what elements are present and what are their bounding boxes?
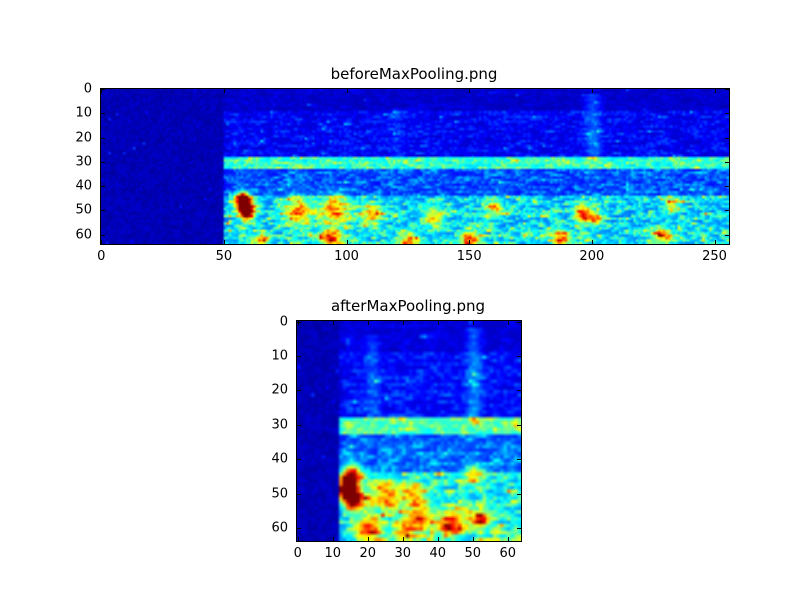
chart-after-title: afterMaxPooling.png (330, 297, 486, 315)
x-tick-label: 100 (334, 249, 359, 264)
y-tick-mark (725, 210, 729, 212)
x-tick-mark (346, 89, 348, 93)
y-tick-mark (725, 137, 729, 139)
x-tick-label: 30 (394, 546, 412, 561)
y-tick-label: 0 (83, 81, 92, 97)
x-tick-mark (469, 240, 471, 244)
y-tick-mark (517, 321, 521, 323)
y-tick-mark (725, 234, 729, 236)
y-tick-mark (517, 356, 521, 358)
y-tick-mark (297, 321, 301, 323)
x-tick-mark (332, 537, 334, 541)
y-tick-label: 50 (75, 202, 92, 218)
x-tick-label: 20 (359, 546, 377, 561)
x-tick-mark (402, 321, 404, 325)
x-tick-mark (472, 321, 474, 325)
x-tick-label: 10 (324, 546, 342, 561)
y-tick-label: 0 (279, 314, 288, 330)
x-tick-mark (437, 537, 439, 541)
y-tick-mark (297, 356, 301, 358)
y-tick-mark (297, 390, 301, 392)
x-tick-mark (507, 537, 509, 541)
chart-before-axes (100, 88, 730, 245)
x-tick-mark (591, 240, 593, 244)
y-tick-mark (297, 527, 301, 529)
x-tick-mark (591, 89, 593, 93)
x-tick-mark (101, 240, 103, 244)
heatmap-canvas-after (297, 321, 521, 541)
x-tick-label: 50 (215, 249, 233, 264)
heatmap-canvas-before (101, 89, 729, 244)
y-tick-mark (101, 210, 105, 212)
y-tick-mark (101, 161, 105, 163)
y-tick-mark (517, 459, 521, 461)
y-tick-mark (101, 137, 105, 139)
y-tick-label: 40 (271, 451, 288, 467)
x-tick-label: 200 (579, 249, 605, 264)
y-tick-label: 20 (271, 382, 288, 398)
x-tick-mark (367, 537, 369, 541)
y-tick-mark (725, 113, 729, 115)
x-tick-label: 40 (429, 546, 447, 561)
y-tick-mark (725, 186, 729, 188)
y-tick-label: 50 (271, 486, 288, 502)
x-tick-label: 60 (499, 546, 517, 561)
y-tick-label: 10 (271, 348, 288, 364)
y-tick-label: 30 (271, 417, 288, 433)
y-tick-mark (517, 424, 521, 426)
x-tick-mark (101, 89, 103, 93)
x-tick-label: 250 (702, 249, 727, 264)
y-tick-mark (725, 89, 729, 91)
y-tick-mark (101, 234, 105, 236)
x-tick-label: 0 (97, 249, 106, 264)
chart-before-title: beforeMaxPooling.png (330, 65, 498, 83)
x-tick-mark (346, 240, 348, 244)
x-tick-mark (367, 321, 369, 325)
y-tick-label: 10 (75, 105, 92, 121)
x-tick-mark (223, 240, 225, 244)
y-tick-mark (517, 390, 521, 392)
y-tick-mark (297, 493, 301, 495)
x-tick-mark (437, 321, 439, 325)
y-tick-label: 40 (75, 178, 92, 194)
x-tick-mark (297, 537, 299, 541)
x-tick-mark (507, 321, 509, 325)
x-tick-mark (714, 240, 716, 244)
x-tick-mark (332, 321, 334, 325)
x-tick-label: 50 (464, 546, 482, 561)
y-tick-label: 60 (271, 520, 288, 536)
y-tick-mark (101, 186, 105, 188)
y-tick-mark (297, 424, 301, 426)
x-tick-mark (714, 89, 716, 93)
x-tick-mark (297, 321, 299, 325)
y-tick-mark (517, 527, 521, 529)
y-tick-mark (725, 161, 729, 163)
chart-after-axes (296, 320, 522, 542)
x-tick-mark (402, 537, 404, 541)
y-tick-mark (517, 493, 521, 495)
x-tick-label: 150 (456, 249, 482, 264)
y-tick-mark (101, 89, 105, 91)
y-tick-mark (101, 113, 105, 115)
x-tick-label: 0 (293, 546, 302, 561)
y-tick-label: 60 (75, 227, 92, 243)
y-tick-label: 30 (75, 154, 92, 170)
x-tick-mark (469, 89, 471, 93)
x-tick-mark (472, 537, 474, 541)
y-tick-mark (297, 459, 301, 461)
x-tick-mark (223, 89, 225, 93)
y-tick-label: 20 (75, 130, 92, 146)
